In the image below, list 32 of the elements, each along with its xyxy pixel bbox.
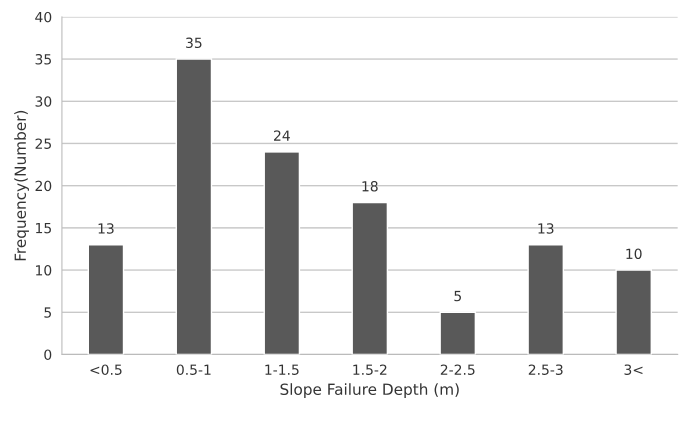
- bar: [88, 244, 124, 354]
- data-label: 13: [538, 223, 554, 234]
- y-tick-label: 0: [44, 349, 52, 360]
- data-label: 35: [186, 38, 202, 48]
- data-label: 18: [362, 181, 378, 192]
- y-tick-label: 25: [36, 138, 51, 149]
- data-label: 13: [98, 223, 114, 234]
- data-label: 10: [626, 248, 642, 260]
- y-tick-label: 15: [36, 223, 51, 234]
- x-tick-label: 2-2.5: [440, 364, 475, 375]
- y-tick-label: 20: [36, 180, 52, 192]
- y-tick-label: 30: [36, 96, 52, 107]
- x-tick-label: 2.5-3: [528, 364, 563, 375]
- x-tick-label: 0.5-1: [176, 364, 211, 375]
- y-tick-label: 10: [36, 265, 52, 276]
- data-label: 5: [454, 290, 461, 302]
- bar: [176, 58, 212, 354]
- x-axis-title: Slope Failure Depth (m): [280, 383, 459, 398]
- bar: [352, 202, 388, 354]
- x-tick-label: <0.5: [90, 364, 122, 375]
- y-tick-label: 35: [36, 54, 51, 65]
- bar: [615, 269, 652, 354]
- bar: [264, 151, 300, 354]
- x-tick-label: 1-1.5: [265, 364, 299, 375]
- y-axis-title: Frequency(Number): [14, 110, 29, 260]
- x-tick-label: 1.5-2: [353, 364, 386, 375]
- data-label: 24: [274, 130, 290, 141]
- y-tick-label: 40: [35, 12, 52, 22]
- bar: [439, 312, 476, 354]
- x-tick-label: 3<: [624, 364, 642, 375]
- y-tick-label: 5: [44, 307, 51, 318]
- bar: [527, 244, 564, 354]
